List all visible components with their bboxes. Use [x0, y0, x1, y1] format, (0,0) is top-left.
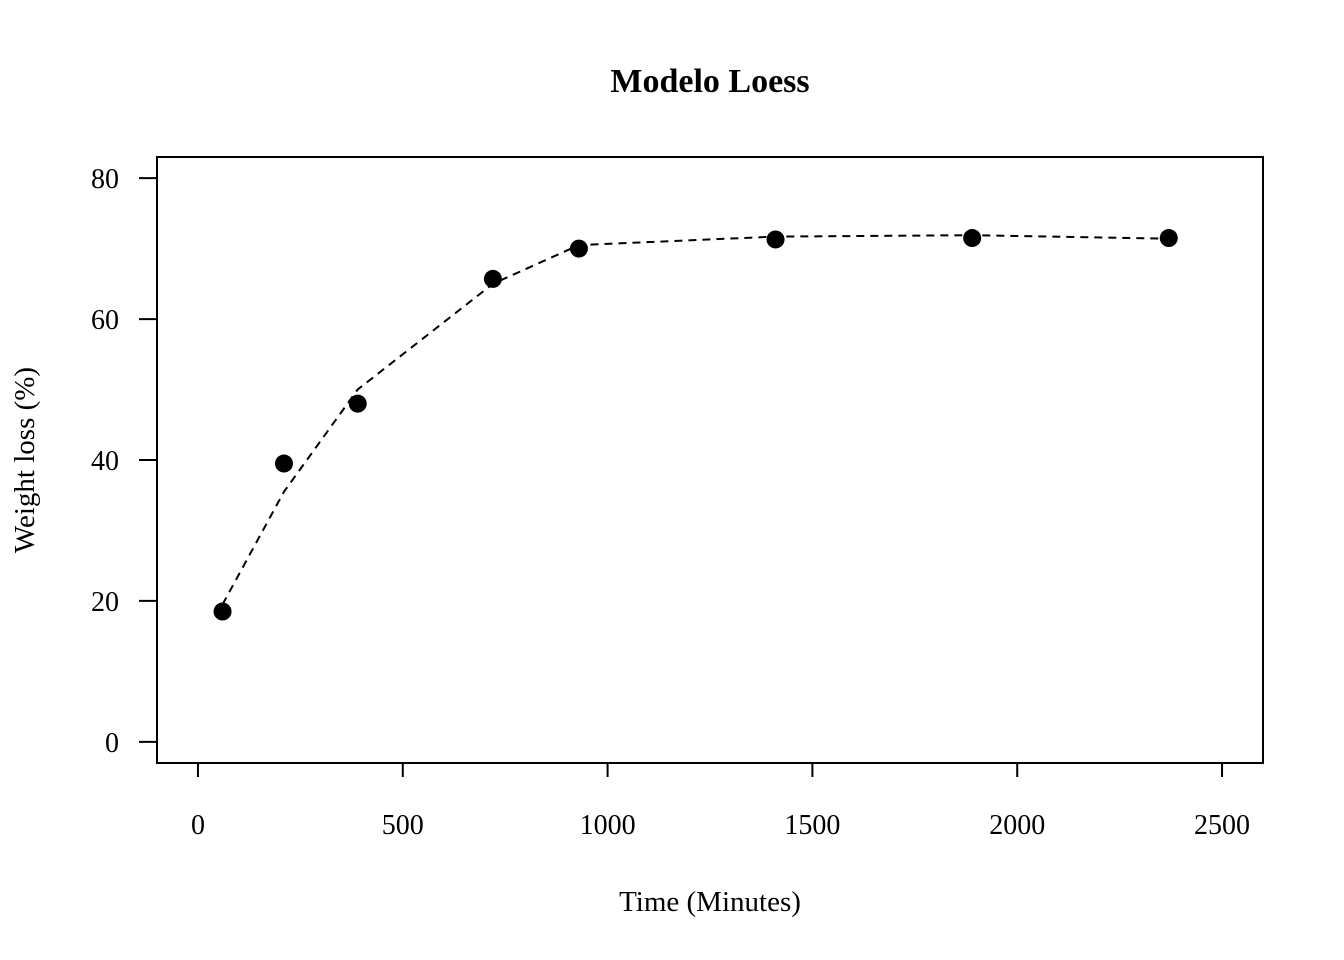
data-point: [213, 602, 232, 621]
loess-fit-layer: [221, 234, 1169, 605]
data-point: [348, 394, 367, 413]
y-tick-label: 80: [91, 164, 119, 195]
x-tick-label: 2500: [1194, 810, 1250, 841]
y-tick-label: 60: [91, 305, 119, 336]
y-axis-label: Weight loss (%): [9, 367, 41, 553]
data-point: [1159, 229, 1178, 248]
chart-title: Modelo Loess: [610, 63, 809, 100]
data-point: [483, 269, 502, 288]
x-axis: 0 500 1000 1500 2000 2500: [191, 763, 1250, 841]
data-point: [766, 230, 785, 249]
data-point: [569, 239, 588, 258]
y-axis: 0 20 40 60 80: [91, 164, 157, 759]
x-tick-label: 2000: [989, 810, 1045, 841]
plot-frame: [156, 156, 1264, 764]
data-points-layer: [213, 229, 1178, 621]
y-tick-label: 40: [91, 446, 119, 477]
y-tick-label: 0: [105, 728, 119, 759]
y-tick-label: 20: [91, 587, 119, 618]
x-tick-label: 0: [191, 810, 205, 841]
data-point: [274, 454, 293, 473]
loess-fit-line: [221, 234, 1169, 605]
x-tick-label: 1000: [580, 810, 636, 841]
data-point: [963, 229, 982, 248]
x-tick-label: 500: [382, 810, 424, 841]
x-tick-label: 1500: [784, 810, 840, 841]
x-axis-label: Time (Minutes): [619, 886, 801, 918]
